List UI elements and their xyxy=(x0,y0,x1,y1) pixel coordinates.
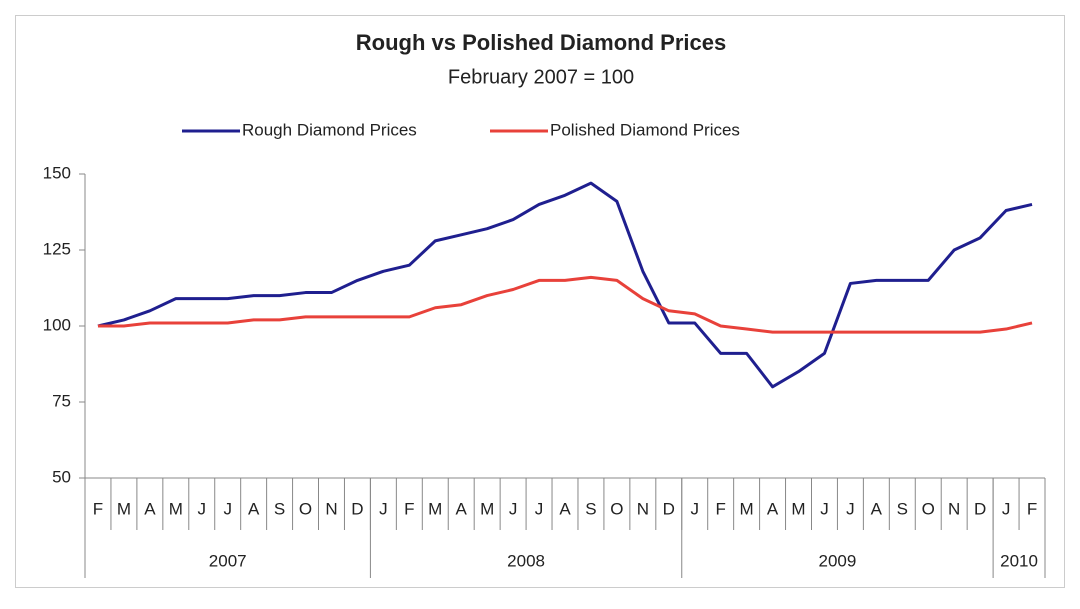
x-tick-label: N xyxy=(637,499,649,518)
y-tick-label: 100 xyxy=(43,315,71,334)
legend-label: Polished Diamond Prices xyxy=(550,120,740,139)
x-tick-label: F xyxy=(404,499,414,518)
x-tick-label: J xyxy=(1002,499,1011,518)
y-tick-label: 125 xyxy=(43,239,71,258)
x-tick-label: M xyxy=(117,499,131,518)
x-tick-label: A xyxy=(456,499,468,518)
chart-title: Rough vs Polished Diamond Prices xyxy=(356,30,726,55)
x-tick-label: O xyxy=(299,499,312,518)
x-tick-label: M xyxy=(169,499,183,518)
x-tick-label: M xyxy=(791,499,805,518)
x-tick-label: J xyxy=(846,499,855,518)
x-tick-label: D xyxy=(663,499,675,518)
x-tick-label: A xyxy=(767,499,779,518)
x-tick-label: J xyxy=(535,499,544,518)
x-tick-label: A xyxy=(144,499,156,518)
x-tick-label: N xyxy=(948,499,960,518)
x-tick-label: F xyxy=(715,499,725,518)
group-label: 2009 xyxy=(819,551,857,570)
x-tick-label: J xyxy=(509,499,518,518)
x-tick-label: M xyxy=(740,499,754,518)
x-tick-label: F xyxy=(1027,499,1037,518)
x-tick-label: N xyxy=(325,499,337,518)
x-tick-label: O xyxy=(610,499,623,518)
y-tick-label: 75 xyxy=(52,391,71,410)
x-tick-label: M xyxy=(480,499,494,518)
x-tick-label: M xyxy=(428,499,442,518)
x-tick-label: S xyxy=(274,499,285,518)
group-label: 2008 xyxy=(507,551,545,570)
x-tick-label: J xyxy=(198,499,207,518)
series-line xyxy=(97,181,1033,389)
x-tick-label: J xyxy=(690,499,699,518)
group-label: 2010 xyxy=(1000,551,1038,570)
x-tick-label: O xyxy=(922,499,935,518)
y-tick-label: 150 xyxy=(43,163,71,182)
x-tick-label: J xyxy=(223,499,232,518)
chart-subtitle: February 2007 = 100 xyxy=(448,66,634,88)
x-tick-label: J xyxy=(379,499,388,518)
x-tick-label: S xyxy=(897,499,908,518)
x-tick-label: A xyxy=(871,499,883,518)
x-tick-label: S xyxy=(585,499,596,518)
series-line xyxy=(97,275,1033,334)
x-tick-label: J xyxy=(820,499,829,518)
x-tick-label: D xyxy=(351,499,363,518)
x-tick-label: A xyxy=(248,499,260,518)
y-tick-label: 50 xyxy=(52,467,71,486)
x-tick-label: F xyxy=(93,499,103,518)
legend-label: Rough Diamond Prices xyxy=(242,120,417,139)
x-tick-label: A xyxy=(559,499,571,518)
x-tick-label: D xyxy=(974,499,986,518)
group-label: 2007 xyxy=(209,551,247,570)
